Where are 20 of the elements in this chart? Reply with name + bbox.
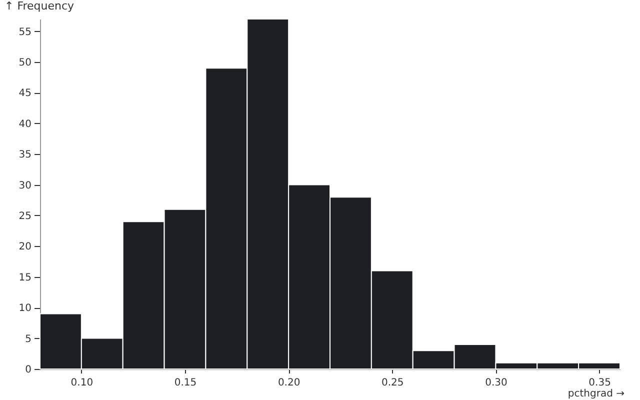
x-tick-label: 0.35 [588, 378, 611, 388]
y-tick-label: 45 [18, 88, 32, 100]
y-tick-label: 25 [18, 210, 32, 222]
x-axis-title: pcthgrad → [568, 388, 624, 400]
x-tick-label: 0.15 [174, 378, 197, 388]
y-tick-label: 55 [18, 26, 32, 38]
y-tick-label: 15 [18, 272, 32, 284]
x-tick-label: 0.20 [278, 378, 300, 388]
y-tick-label: 30 [18, 180, 32, 192]
y-tick-label: 20 [18, 242, 32, 253]
y-tick-label: 35 [18, 150, 32, 161]
y-tick-label: 50 [18, 57, 32, 68]
y-tick-label: 5 [25, 334, 32, 345]
y-tick-label: 10 [18, 303, 32, 314]
y-axis-title: ↑ Frequency [4, 0, 75, 12]
y-tick-label: 0 [25, 364, 32, 376]
x-tick-label: 0.10 [70, 378, 94, 388]
x-tick-label: 0.25 [382, 378, 404, 388]
y-tick-label: 40 [18, 118, 32, 130]
x-tick-label: 0.30 [485, 378, 508, 388]
